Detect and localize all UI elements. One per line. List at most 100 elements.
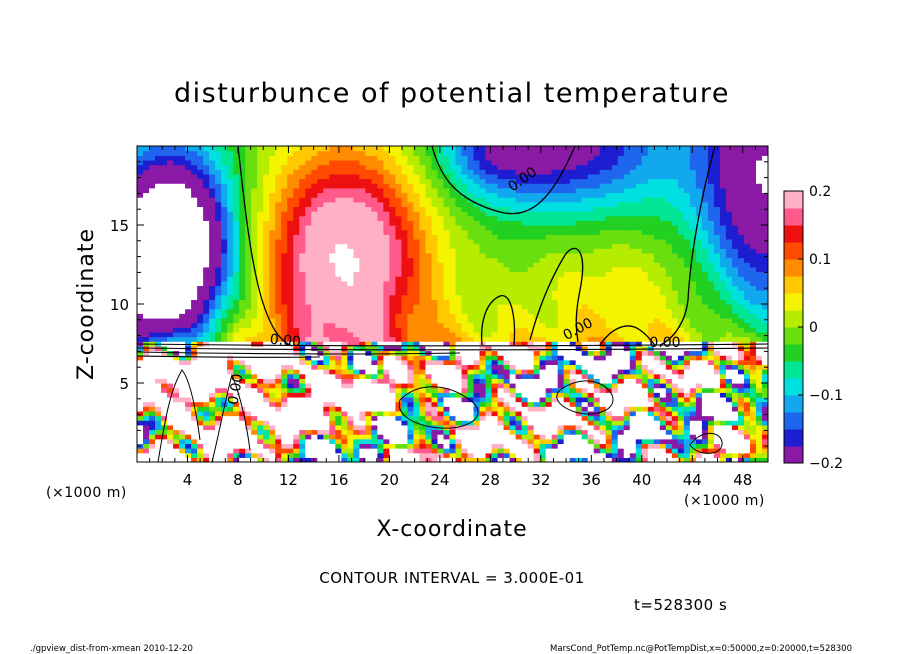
- heatmap-cell: [695, 331, 703, 338]
- heatmap-cell: [317, 373, 324, 379]
- heatmap-cell: [455, 396, 463, 403]
- heatmap-cell: [335, 443, 342, 449]
- heatmap-cell: [515, 243, 523, 249]
- heatmap-cell: [719, 443, 727, 449]
- heatmap-cell: [353, 429, 360, 435]
- heatmap-cell: [479, 457, 487, 462]
- heatmap-cell: [743, 424, 751, 431]
- heatmap-cell: [371, 387, 378, 393]
- heatmap-cell: [443, 443, 451, 449]
- heatmap-cell: [257, 406, 264, 412]
- heatmap-cell: [599, 345, 607, 352]
- heatmap-cell: [323, 387, 330, 393]
- heatmap-cell: [419, 396, 427, 403]
- heatmap-cell: [611, 387, 619, 393]
- heatmap-cell: [419, 420, 427, 426]
- heatmap-cell: [353, 359, 360, 366]
- heatmap-cell: [263, 290, 270, 296]
- heatmap-cell: [431, 299, 439, 305]
- heatmap-cell: [185, 313, 192, 319]
- heatmap-cell: [557, 262, 565, 268]
- heatmap-cell: [521, 401, 529, 407]
- heatmap-cell: [173, 406, 180, 412]
- heatmap-cell: [671, 457, 679, 462]
- heatmap-cell: [341, 429, 348, 435]
- heatmap-cell: [143, 248, 150, 254]
- heatmap-cell: [509, 452, 517, 458]
- heatmap-cell: [755, 373, 763, 379]
- heatmap-cell: [755, 313, 763, 319]
- heatmap-cell: [437, 359, 445, 366]
- heatmap-cell: [587, 434, 595, 440]
- heatmap-cell: [143, 420, 150, 426]
- heatmap-cell: [533, 266, 541, 273]
- heatmap-cell: [695, 285, 703, 291]
- heatmap-cell: [143, 294, 150, 300]
- heatmap-cell: [683, 415, 691, 421]
- heatmap-cell: [275, 457, 282, 462]
- heatmap-cell: [425, 355, 433, 361]
- heatmap-cell: [161, 452, 168, 458]
- heatmap-cell: [557, 373, 565, 379]
- heatmap-cell: [467, 355, 475, 361]
- heatmap-cell: [257, 317, 264, 324]
- heatmap-cell: [173, 271, 180, 277]
- heatmap-cell: [641, 304, 649, 310]
- heatmap-cell: [239, 420, 246, 426]
- heatmap-cell: [149, 373, 156, 379]
- heatmap-cell: [497, 355, 505, 361]
- heatmap-cell: [383, 238, 390, 245]
- heatmap-cell: [383, 401, 390, 407]
- heatmap-cell: [365, 420, 372, 426]
- heatmap-cell: [407, 266, 415, 273]
- heatmap-cell: [575, 276, 583, 282]
- heatmap-cell: [701, 294, 709, 300]
- heatmap-cell: [647, 359, 655, 366]
- heatmap-cell: [587, 410, 595, 417]
- heatmap-cell: [269, 290, 276, 296]
- heatmap-cell: [401, 294, 409, 300]
- heatmap-cell: [713, 308, 721, 314]
- heatmap-cell: [281, 415, 288, 421]
- heatmap-cell: [719, 396, 727, 403]
- heatmap-cell: [635, 341, 643, 347]
- heatmap-cell: [419, 252, 427, 259]
- heatmap-cell: [491, 313, 499, 319]
- heatmap-cell: [257, 364, 264, 370]
- heatmap-cell: [461, 359, 469, 366]
- heatmap-cell: [233, 271, 240, 277]
- heatmap-cell: [623, 434, 631, 440]
- heatmap-cell: [581, 322, 589, 328]
- heatmap-cell: [155, 266, 162, 273]
- heatmap-cell: [515, 448, 523, 454]
- heatmap-cell: [545, 420, 553, 426]
- heatmap-cell: [263, 350, 270, 356]
- heatmap-cell: [407, 429, 415, 435]
- heatmap-cell: [419, 392, 427, 398]
- heatmap-cell: [143, 452, 150, 458]
- heatmap-cell: [251, 429, 258, 435]
- heatmap-cell: [383, 322, 390, 328]
- heatmap-cell: [311, 238, 318, 245]
- heatmap-cell: [527, 350, 535, 356]
- heatmap-cell: [473, 238, 481, 245]
- heatmap-cell: [449, 308, 457, 314]
- heatmap-cell: [539, 387, 547, 393]
- heatmap-cell: [185, 457, 192, 462]
- heatmap-cell: [647, 345, 655, 352]
- heatmap-cell: [509, 350, 517, 356]
- heatmap-cell: [251, 420, 258, 426]
- heatmap-cell: [257, 322, 264, 328]
- heatmap-cell: [209, 313, 216, 319]
- heatmap-cell: [287, 350, 294, 356]
- heatmap-cell: [695, 313, 703, 319]
- heatmap-cell: [557, 331, 565, 338]
- heatmap-cell: [251, 378, 258, 384]
- heatmap-cell: [317, 359, 324, 366]
- heatmap-cell: [245, 429, 252, 435]
- heatmap-cell: [161, 327, 168, 333]
- heatmap-cell: [509, 285, 517, 291]
- heatmap-cell: [629, 406, 637, 412]
- heatmap-cell: [209, 271, 216, 277]
- heatmap-cell: [455, 443, 463, 449]
